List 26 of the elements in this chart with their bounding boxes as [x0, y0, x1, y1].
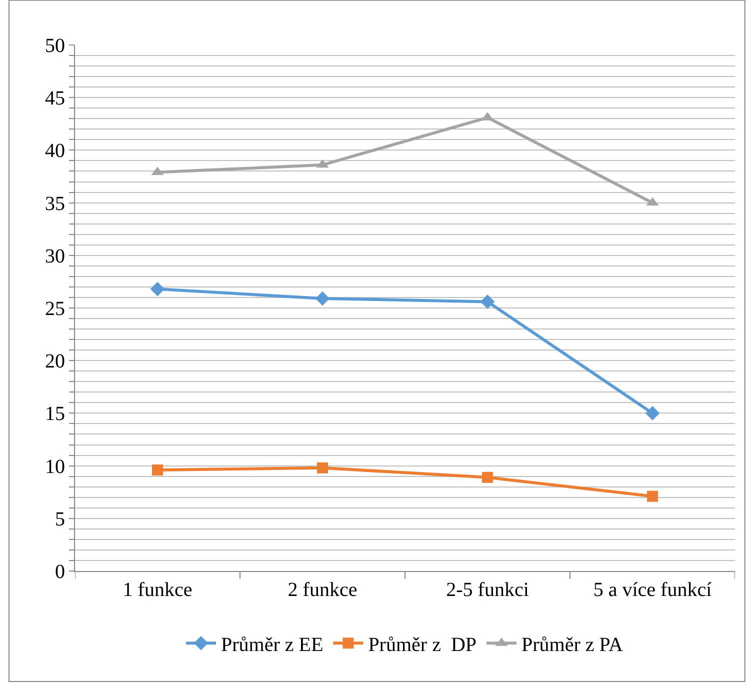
y-tick-label: 40	[45, 140, 65, 162]
y-tick-label: 15	[45, 403, 65, 426]
y-tick-label: 0	[55, 561, 65, 583]
point	[317, 462, 328, 474]
y-tick-label: 10	[45, 456, 65, 478]
y-tick-label: 30	[45, 245, 65, 268]
point	[150, 282, 165, 296]
y-tick-label: 20	[45, 350, 65, 373]
y-tick-label: 50	[45, 35, 65, 57]
x-tick-label: 1 funkce	[122, 579, 192, 601]
x-tick-label: 2 funkce	[288, 579, 358, 601]
y-tick-label: 25	[45, 298, 65, 320]
point	[315, 291, 330, 306]
point	[482, 472, 493, 483]
y-tick-label: 5	[55, 508, 65, 530]
point	[647, 490, 658, 502]
point	[480, 294, 495, 309]
x-tick-label: 5 a více funkcí	[593, 579, 712, 601]
x-tick-label: 2-5 funkci	[446, 579, 530, 601]
y-tick-label: 45	[45, 88, 65, 110]
legend-label: Průměr z EE	[221, 634, 324, 656]
legend-label: Průměr z DP	[368, 634, 477, 656]
point	[645, 406, 660, 420]
point	[152, 464, 163, 476]
y-tick-label: 35	[45, 192, 65, 215]
legend-label: Průměr z PA	[522, 634, 624, 656]
